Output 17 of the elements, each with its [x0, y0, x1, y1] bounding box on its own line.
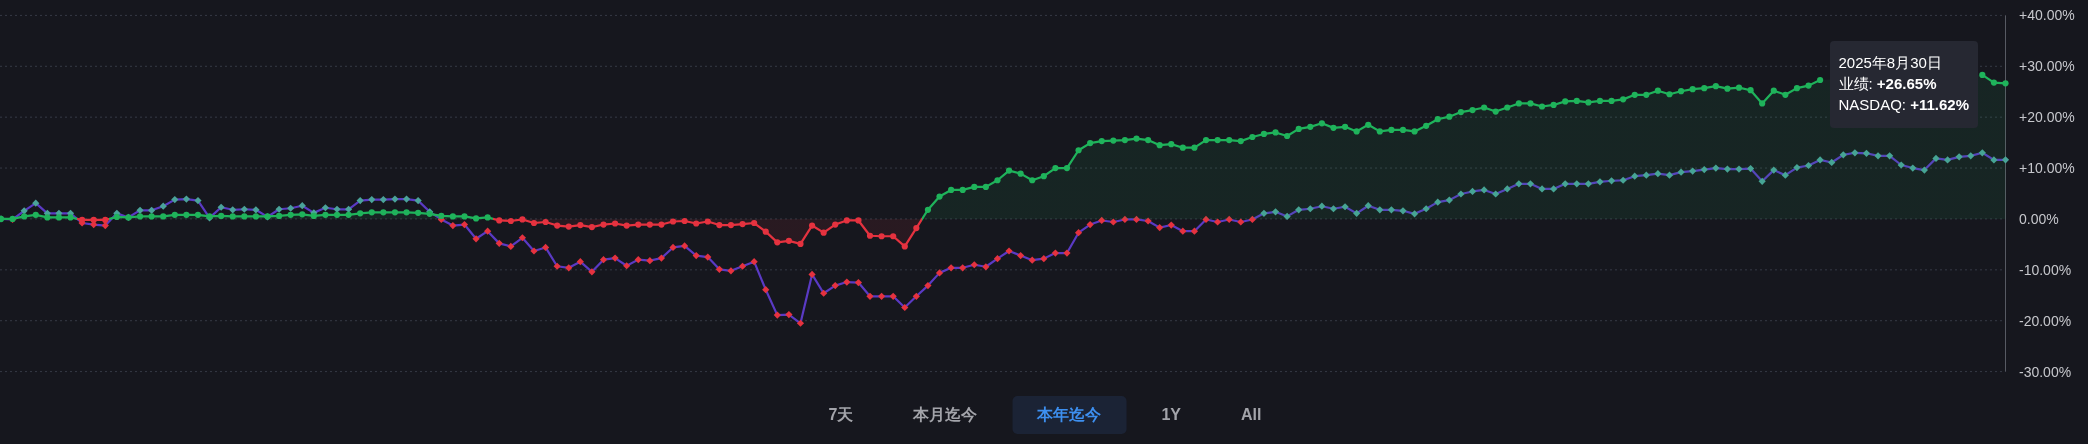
tab-label: 1Y	[1161, 406, 1181, 423]
tab-label: 7天	[828, 406, 854, 423]
annotation: 2025年8月30日	[1838, 54, 1942, 71]
y-tick-label: +30.00%	[2019, 58, 2075, 75]
y-tick-label: -10.00%	[2019, 261, 2072, 278]
tooltip-box: 2025年8月30日 业绩: +26.65% NASDAQ: +11.62%	[1829, 41, 1978, 128]
annotation: 业绩: +26.65%	[1838, 75, 1937, 92]
y-tick-label: +10.00%	[2019, 159, 2075, 176]
y-tick-label: 0.00%	[2019, 210, 2059, 227]
tab-label: 本年迄今	[1037, 406, 1102, 423]
y-tick-label: +40.00%	[2019, 7, 2075, 24]
y-tick-label: +20.00%	[2019, 109, 2075, 126]
annotation: NASDAQ: +11.62%	[1838, 96, 1969, 113]
y-tick-label: -20.00%	[2019, 312, 2072, 329]
tab-label: All	[1241, 406, 1262, 423]
tab-label: 本月迄今	[913, 406, 978, 423]
y-tick-label: -30.00%	[2019, 363, 2072, 380]
